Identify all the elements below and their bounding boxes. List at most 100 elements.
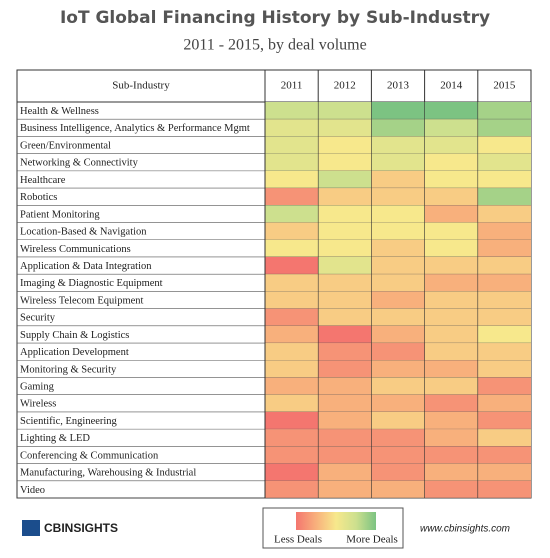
row-label: Location-Based & Navigation xyxy=(20,227,147,238)
heat-cell xyxy=(318,480,372,498)
heat-cell xyxy=(318,256,372,275)
row-label: Business Intelligence, Analytics & Perfo… xyxy=(20,123,250,134)
heat-cell xyxy=(318,136,372,154)
heat-cell xyxy=(477,170,531,189)
heat-cell xyxy=(424,480,478,498)
heat-cell xyxy=(265,153,319,171)
heat-cell xyxy=(318,446,372,464)
logo: CBINSIGHTS xyxy=(44,521,118,535)
heat-cell xyxy=(265,411,319,430)
heat-cell xyxy=(265,222,319,240)
heat-cell xyxy=(265,480,319,498)
heat-cell xyxy=(371,446,425,464)
heat-cell xyxy=(371,153,425,171)
row-label: Conferencing & Communication xyxy=(20,450,159,461)
heat-cell xyxy=(371,480,425,498)
heat-cell xyxy=(371,377,425,395)
row-label: Gaming xyxy=(20,381,55,392)
legend-high: More Deals xyxy=(346,534,398,546)
heat-cell xyxy=(424,170,478,189)
heat-cell xyxy=(318,325,372,344)
heat-cell xyxy=(424,205,478,223)
heat-cell xyxy=(371,360,425,378)
heat-cell xyxy=(265,429,319,447)
heat-cell xyxy=(318,102,372,120)
heat-cell xyxy=(371,308,425,326)
heat-cell xyxy=(424,394,478,412)
heat-cell xyxy=(318,153,372,171)
heat-cell xyxy=(265,463,319,481)
heat-cell xyxy=(477,188,531,206)
heat-cell xyxy=(265,343,319,361)
heat-cell xyxy=(424,239,478,257)
heat-cell xyxy=(265,446,319,464)
heat-cell xyxy=(424,102,478,120)
heat-cell xyxy=(477,411,531,430)
heat-cell xyxy=(477,239,531,257)
heat-cell xyxy=(477,291,531,309)
heat-cell xyxy=(371,205,425,223)
heat-cell xyxy=(318,343,372,361)
heat-cell xyxy=(477,429,531,447)
legend-low: Less Deals xyxy=(274,534,322,546)
heat-cell xyxy=(371,274,425,292)
heat-cell xyxy=(318,239,372,257)
heat-cell xyxy=(424,463,478,481)
heat-cell xyxy=(371,188,425,206)
heat-cell xyxy=(477,256,531,275)
heat-cell xyxy=(265,119,319,137)
heat-cell xyxy=(371,222,425,240)
row-label: Healthcare xyxy=(20,175,66,186)
heat-cell xyxy=(424,325,478,344)
heat-cell xyxy=(318,119,372,137)
heat-cell xyxy=(265,325,319,344)
row-label: Scientific, Engineering xyxy=(20,416,118,427)
heat-cell xyxy=(477,343,531,361)
row-label: Wireless Telecom Equipment xyxy=(20,295,144,306)
heat-cell xyxy=(265,170,319,189)
heat-cell xyxy=(265,205,319,223)
heat-cell xyxy=(424,136,478,154)
heat-cell xyxy=(318,222,372,240)
column-label: 2011 xyxy=(281,80,303,92)
heat-cell xyxy=(424,291,478,309)
chart-subtitle: 2011 - 2015, by deal volume xyxy=(183,37,366,54)
heat-cell xyxy=(477,119,531,137)
heat-cell xyxy=(477,274,531,292)
heat-cell xyxy=(371,239,425,257)
row-label: Wireless xyxy=(20,399,56,410)
column-label: 2013 xyxy=(387,80,410,92)
row-label: Supply Chain & Logistics xyxy=(20,330,129,341)
heat-cell xyxy=(265,239,319,257)
heat-cell xyxy=(318,205,372,223)
row-label: Security xyxy=(20,313,56,324)
heat-cell xyxy=(424,274,478,292)
heat-cell xyxy=(424,308,478,326)
row-label: Wireless Communications xyxy=(20,244,131,255)
watermark: www.cbinsights.com xyxy=(420,524,510,535)
row-label: Networking & Connectivity xyxy=(20,158,139,169)
heat-cell xyxy=(477,360,531,378)
heat-cell xyxy=(265,256,319,275)
heat-cell xyxy=(424,377,478,395)
heat-cell xyxy=(318,429,372,447)
heat-cell xyxy=(265,377,319,395)
logo-icon xyxy=(22,520,40,536)
heat-cell xyxy=(265,291,319,309)
heat-cell xyxy=(265,188,319,206)
heat-cell xyxy=(424,188,478,206)
heat-cell xyxy=(477,102,531,120)
row-label: Patient Monitoring xyxy=(20,209,100,220)
heat-cell xyxy=(265,360,319,378)
row-label: Robotics xyxy=(20,192,57,203)
chart-title: IoT Global Financing History by Sub-Indu… xyxy=(60,8,490,28)
row-label: Application Development xyxy=(20,347,129,358)
legend-box xyxy=(262,507,404,549)
row-label: Lighting & LED xyxy=(20,433,90,444)
heat-cell xyxy=(424,411,478,430)
row-label: Monitoring & Security xyxy=(20,364,117,375)
heat-cell xyxy=(477,308,531,326)
heat-cell xyxy=(265,308,319,326)
heat-cell xyxy=(318,274,372,292)
row-label: Green/Environmental xyxy=(20,140,111,151)
